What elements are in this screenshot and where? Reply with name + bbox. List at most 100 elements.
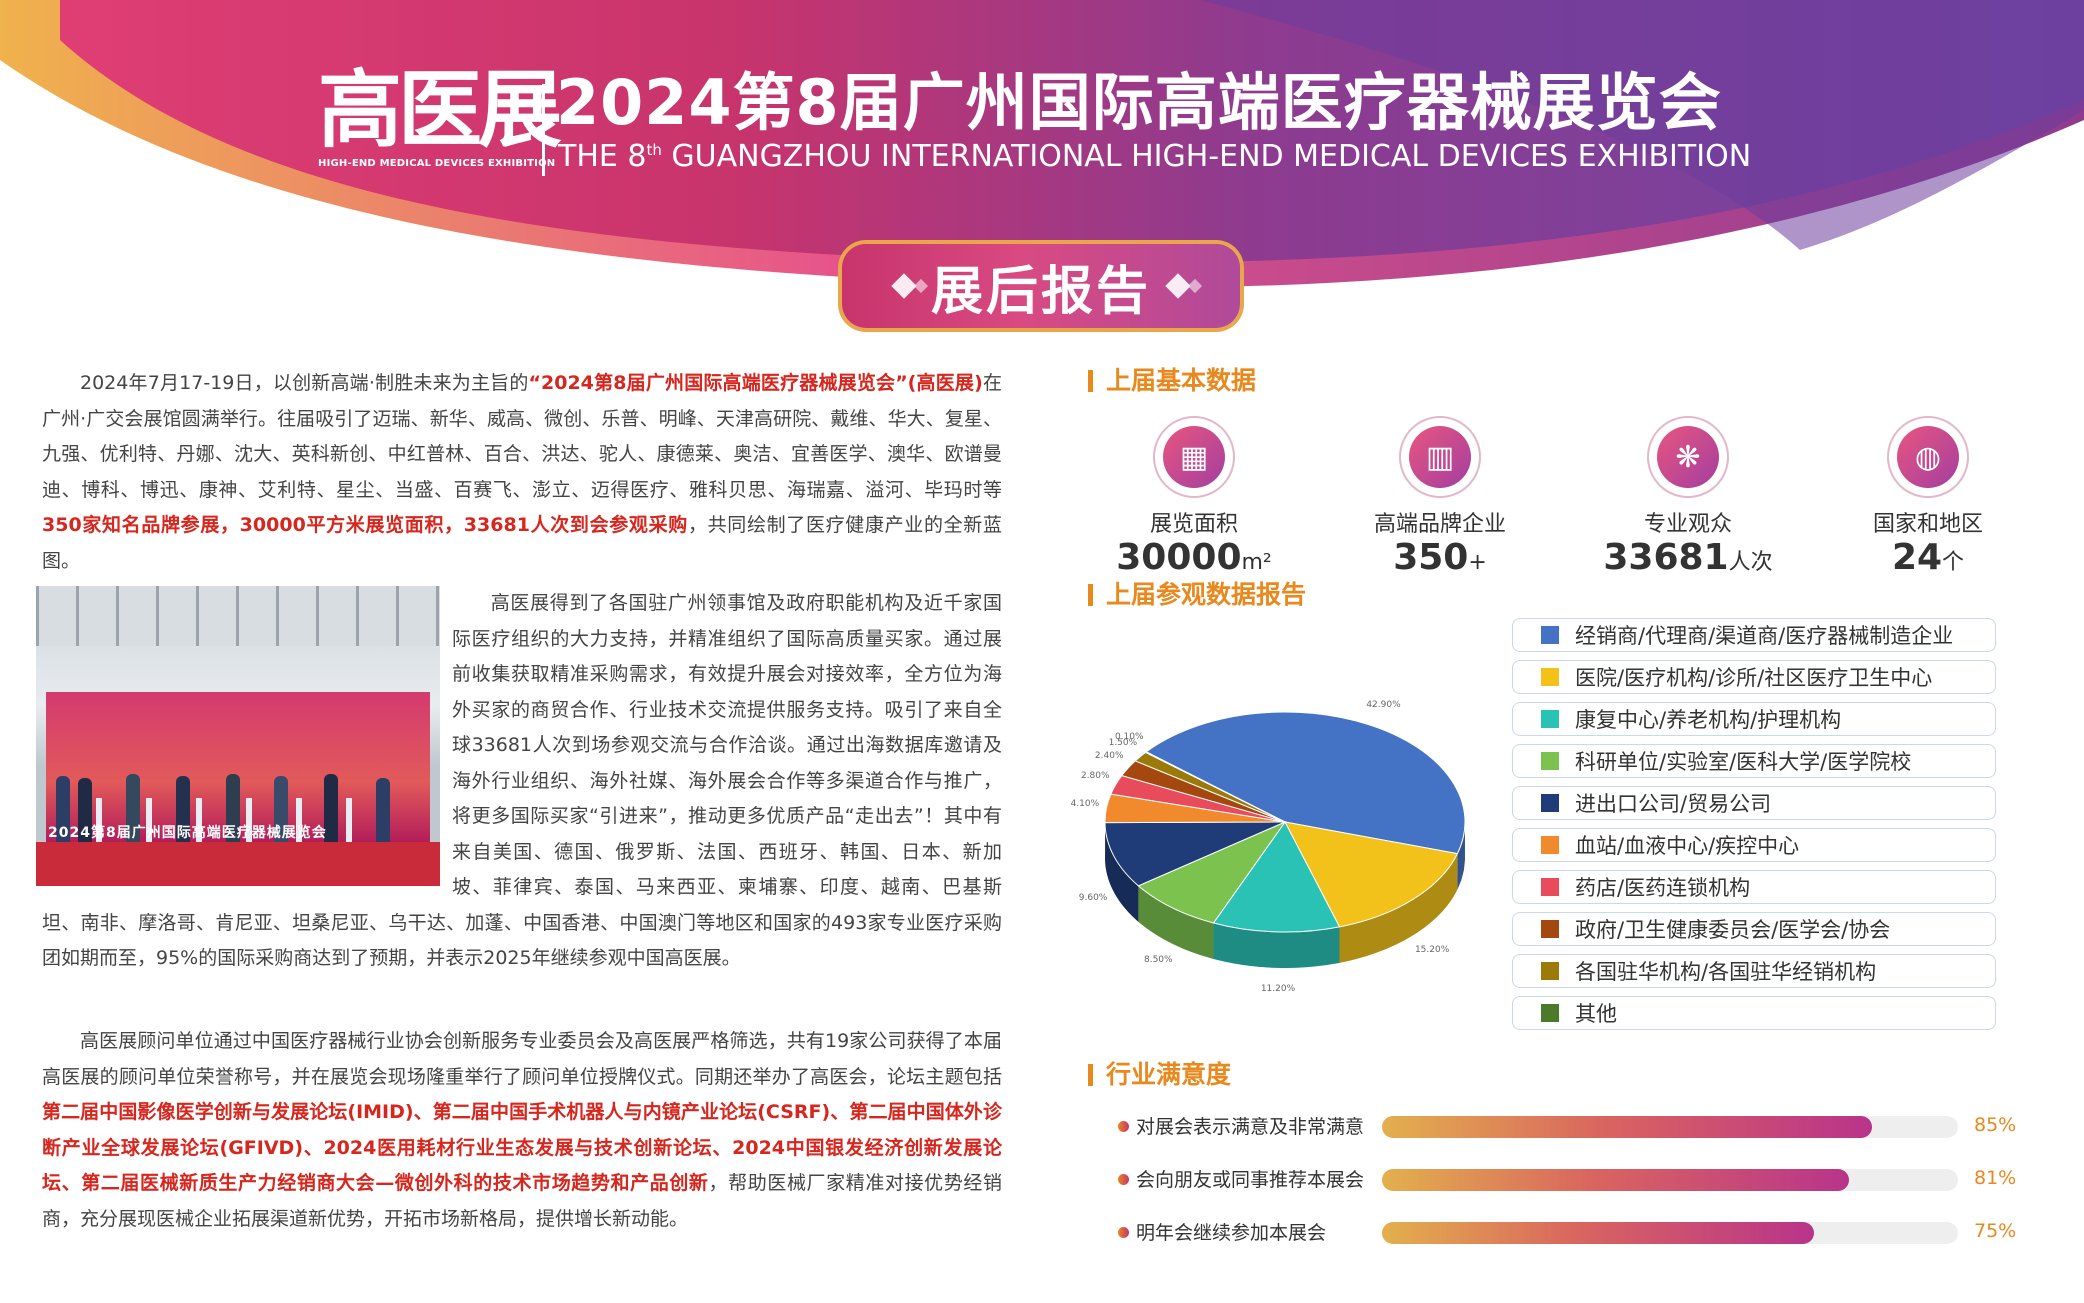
body-text: ，帮助医械厂家精准对接优势经销商，充分展现医械企业拓展渠道新优势，开拓市场新格局… — [42, 1172, 1002, 1230]
diamond-icon — [891, 273, 917, 299]
legend-swatch — [1541, 752, 1559, 770]
legend-label: 科研单位/实验室/医科大学/医学院校 — [1575, 750, 1912, 774]
pie-slice-side — [1138, 885, 1214, 959]
visitor-report-title: 上届参观数据报告 — [1088, 582, 1306, 607]
body-text: 2024年7月17-19日，以创新高端·制胜未来为主旨的 — [80, 372, 529, 394]
visitor-pie-chart — [1104, 711, 1466, 968]
legend-label: 政府/卫生健康委员会/医学会/协会 — [1575, 918, 1891, 942]
article-paragraph-2: 2024第8届广州国际高端医疗器械展览会 高医展得到了各国驻广州领事馆及政府职能… — [36, 586, 1002, 977]
stat-item: ❋ 专业观众 33681人次 — [1588, 416, 1788, 578]
bullet-dot-icon — [1118, 1174, 1129, 1185]
globe-icon: ◍ — [1887, 416, 1969, 498]
photo-board-text: 2024第8届广州国际高端医疗器械展览会 — [48, 825, 327, 841]
legend-label: 各国驻华机构/各国驻华经销机构 — [1575, 960, 1877, 984]
stat-value: 24个 — [1891, 537, 1965, 578]
pie-data-label: 15.20% — [1414, 944, 1450, 955]
satisfaction-percent: 81% — [1974, 1167, 2017, 1189]
satisfaction-track — [1382, 1169, 1958, 1191]
legend-item: 政府/卫生健康委员会/医学会/协会 — [1512, 912, 1996, 946]
legend-swatch — [1541, 1004, 1559, 1022]
bullet-dot-icon — [1118, 1121, 1129, 1132]
legend-item: 进出口公司/贸易公司 — [1512, 786, 1996, 820]
pie-slice-side — [1213, 922, 1340, 968]
pie-slice — [1145, 711, 1466, 855]
stat-item: ◍ 国家和地区 24个 — [1828, 416, 2028, 578]
exhibition-title-en: THE 8th GUANGZHOU INTERNATIONAL HIGH-END… — [558, 139, 1752, 174]
satisfaction-label: 会向朋友或同事推荐本展会 — [1136, 1169, 1365, 1191]
legend-item: 科研单位/实验室/医科大学/医学院校 — [1512, 744, 1996, 778]
stat-label: 高端品牌企业 — [1373, 512, 1506, 537]
satisfaction-fill — [1382, 1169, 1849, 1191]
legend-item: 医院/医疗机构/诊所/社区医疗卫生中心 — [1512, 660, 1996, 694]
stat-value: 30000m² — [1116, 537, 1272, 578]
satisfaction-label: 明年会继续参加本展会 — [1136, 1222, 1327, 1244]
legend-label: 康复中心/养老机构/护理机构 — [1575, 708, 1842, 732]
legend-item: 药店/医药连锁机构 — [1512, 870, 1996, 904]
satisfaction-fill — [1382, 1116, 1872, 1138]
stat-value: 33681人次 — [1603, 537, 1773, 578]
satisfaction-row: 对展会表示满意及非常满意 85% — [1118, 1112, 2018, 1140]
exhibition-title-cn: 2024第8届广州国际高端医疗器械展览会 — [556, 66, 1722, 139]
logo-cn: 高医展 — [318, 61, 562, 159]
legend-label: 其他 — [1575, 1002, 1617, 1026]
legend-item: 康复中心/养老机构/护理机构 — [1512, 702, 1996, 736]
stat-item: ▦ 展览面积 30000m² — [1094, 416, 1294, 578]
legend-swatch — [1541, 836, 1559, 854]
highlight-text: 350家知名品牌参展，30000平方米展览面积，33681人次到会参观采购 — [42, 514, 688, 536]
pie-data-label: 0.10% — [1114, 732, 1144, 743]
legend-swatch — [1541, 794, 1559, 812]
satisfaction-row: 明年会继续参加本展会 75% — [1118, 1218, 2018, 1246]
building-icon: ▥ — [1399, 416, 1481, 498]
legend-item: 经销商/代理商/渠道商/医疗器械制造企业 — [1512, 618, 1996, 652]
logo-en: HIGH-END MEDICAL DEVICES EXHIBITION — [318, 158, 556, 169]
legend-swatch — [1541, 962, 1559, 980]
pie-data-label: 11.20% — [1260, 983, 1296, 994]
body-text: 在广州·广交会展馆圆满举行。往届吸引了迈瑞、新华、威高、微创、乐普、明峰、天津高… — [42, 372, 1002, 501]
satisfaction-row: 会向朋友或同事推荐本展会 81% — [1118, 1165, 2018, 1193]
legend-item: 各国驻华机构/各国驻华经销机构 — [1512, 954, 1996, 988]
body-text: 高医展顾问单位通过中国医疗器械行业协会创新服务专业委员会及高医展严格筛选，共有1… — [42, 1030, 1002, 1088]
report-badge-label: 展后报告 — [930, 261, 1151, 322]
legend-label: 医院/医疗机构/诊所/社区医疗卫生中心 — [1575, 666, 1933, 690]
header-banner — [0, 0, 2084, 288]
legend-label: 药店/医药连锁机构 — [1575, 876, 1751, 900]
bullet-dot-icon — [1118, 1227, 1129, 1238]
legend-swatch — [1541, 878, 1559, 896]
logo-divider — [542, 84, 545, 176]
stat-value: 350+ — [1393, 537, 1487, 578]
stat-item: ▥ 高端品牌企业 350+ — [1340, 416, 1540, 578]
pie-slice-side — [1339, 853, 1458, 963]
body-text: ，共同绘制了医疗健康产业的全新蓝图。 — [42, 514, 1002, 572]
pie-data-label: 2.80% — [1080, 771, 1110, 782]
pie-data-label: 9.60% — [1078, 892, 1108, 903]
legend-swatch — [1541, 920, 1559, 938]
pie-slice — [1137, 820, 1287, 924]
diamond-icon — [1165, 273, 1191, 299]
pie-slice-side — [1457, 823, 1465, 890]
pie-slice — [1144, 751, 1286, 823]
pie-slice — [1212, 821, 1341, 933]
stat-label: 展览面积 — [1149, 512, 1238, 537]
legend-label: 血站/血液中心/疾控中心 — [1575, 834, 1800, 858]
pie-data-label: 42.90% — [1366, 699, 1401, 710]
highlight-text: 第二届中国影像医学创新与发展论坛(IMID)、第二届中国手术机器人与内镜产业论坛… — [42, 1101, 1002, 1194]
basic-data-title: 上届基本数据 — [1088, 368, 1256, 393]
legend-item: 其他 — [1512, 996, 1996, 1030]
pie-slice — [1284, 821, 1459, 928]
satisfaction-percent: 85% — [1974, 1114, 2017, 1136]
pie-slice-side — [1105, 822, 1139, 922]
pie-data-label: 1.50% — [1108, 737, 1138, 748]
pie-slice — [1104, 821, 1286, 887]
legend-label: 经销商/代理商/渠道商/医疗器械制造企业 — [1575, 624, 1954, 648]
satisfaction-track — [1382, 1116, 1958, 1138]
legend-swatch — [1541, 668, 1559, 686]
stat-label: 国家和地区 — [1872, 512, 1983, 537]
satisfaction-title: 行业满意度 — [1088, 1062, 1231, 1087]
exhibition-photo: 2024第8届广州国际高端医疗器械展览会 — [36, 586, 440, 886]
satisfaction-fill — [1382, 1222, 1814, 1244]
satisfaction-track — [1382, 1222, 1958, 1244]
legend-swatch — [1541, 626, 1559, 644]
highlight-text: “2024第8届广州国际高端医疗器械展览会”(高医展) — [528, 372, 983, 394]
satisfaction-label: 对展会表示满意及非常满意 — [1136, 1116, 1365, 1138]
legend-label: 进出口公司/贸易公司 — [1575, 792, 1772, 816]
